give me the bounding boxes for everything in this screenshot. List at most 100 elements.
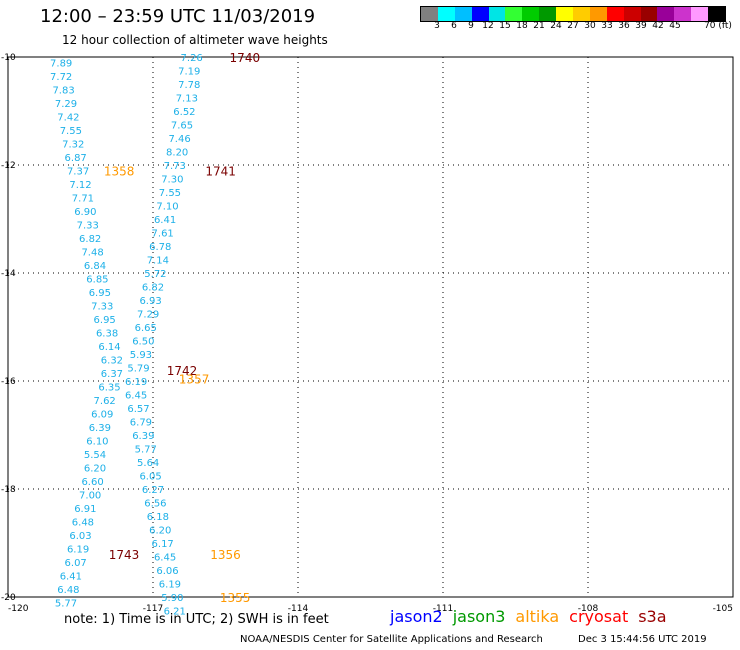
wave-height-value: 6.32 xyxy=(101,355,123,366)
lat-tick-label: -10 xyxy=(1,53,16,63)
color-swatch xyxy=(488,7,506,21)
wave-height-value: 6.18 xyxy=(147,512,169,523)
color-scale-bar xyxy=(420,6,727,22)
wave-height-value: 6.95 xyxy=(94,315,116,326)
pass-time-label: 1358 xyxy=(104,164,135,178)
wave-height-value: 5.54 xyxy=(84,450,106,461)
lat-tick-label: -12 xyxy=(1,161,16,171)
lon-tick-label: -117 xyxy=(143,604,163,614)
wave-height-value: 7.46 xyxy=(168,134,190,145)
wave-height-value: 6.17 xyxy=(152,539,174,550)
color-scale-label: 15 xyxy=(499,21,511,31)
color-scale-label: 12 xyxy=(482,21,494,31)
color-scale-label: 30 xyxy=(584,21,596,31)
pass-time-label: 1356 xyxy=(210,548,241,562)
color-swatch xyxy=(421,7,438,21)
wave-height-value: 6.09 xyxy=(91,409,113,420)
wave-height-value: 6.91 xyxy=(74,504,96,515)
wave-height-value: 8.20 xyxy=(166,148,188,159)
wave-height-value: 6.19 xyxy=(67,544,89,555)
wave-height-value: 7.26 xyxy=(181,53,203,64)
color-scale-label: 6 xyxy=(451,21,457,31)
pass-time-label: 1741 xyxy=(205,164,236,178)
wave-height-value: 6.79 xyxy=(130,418,152,429)
wave-height-value: 7.73 xyxy=(164,161,186,172)
altimeter-tracks: 7.89 7.72 7.83 7.29 7.42 7.55 7.32 6.87 7.37 7.12… xyxy=(50,53,203,618)
wave-height-value: 7.29 xyxy=(137,310,159,321)
wave-height-value: 7.00 xyxy=(79,490,101,501)
wave-height-value: 6.87 xyxy=(65,153,87,164)
color-scale-label: 3 xyxy=(434,21,440,31)
map-subtitle: 12 hour collection of altimeter wave hei… xyxy=(62,33,328,47)
pass-time-label: 1742 xyxy=(167,364,198,378)
wave-height-value: 7.14 xyxy=(147,256,169,267)
wave-height-value: 7.72 xyxy=(50,72,72,83)
legend-altika: altika xyxy=(515,607,560,626)
wave-height-value: 5.93 xyxy=(130,350,152,361)
color-scale-labels: 3 6 9 12 15 18 21 24 27 30 33 36 39 42 45 70 (ft) xyxy=(420,21,740,35)
wave-height-value: 7.42 xyxy=(57,112,79,123)
color-scale-label: 39 xyxy=(635,21,647,31)
wave-height-value: 6.52 xyxy=(173,107,195,118)
legend-jason2: jason2 xyxy=(390,607,443,626)
wave-height-value: 5.64 xyxy=(137,458,159,469)
color-swatch xyxy=(539,7,557,21)
wave-height-value: 6.05 xyxy=(139,472,161,483)
wave-height-value: 7.13 xyxy=(176,94,198,105)
color-scale-label: 9 xyxy=(468,21,474,31)
wave-height-value: 6.07 xyxy=(65,558,87,569)
wave-height-value: 6.48 xyxy=(72,517,94,528)
generation-timestamp: Dec 3 15:44:56 UTC 2019 xyxy=(578,634,707,645)
wave-height-value: 6.50 xyxy=(132,337,154,348)
wave-height-value: 7.29 xyxy=(55,99,77,110)
legend-jason3: jason3 xyxy=(452,607,506,626)
wave-height-value: 7.19 xyxy=(178,67,200,78)
satellite-legend: jason2 jason3 altika cryosat s3a xyxy=(390,607,677,626)
wave-height-value: 6.20 xyxy=(84,463,106,474)
wave-height-value: 7.55 xyxy=(159,188,181,199)
color-scale-label: 42 xyxy=(652,21,664,31)
lon-tick-label: -105 xyxy=(713,604,733,614)
color-swatch xyxy=(606,7,624,21)
wave-height-value: 6.82 xyxy=(79,234,101,245)
wave-height-value: 7.33 xyxy=(91,301,113,312)
wave-height-value: 7.89 xyxy=(50,58,72,69)
wave-height-value: 6.38 xyxy=(96,328,118,339)
map-title: 12:00 – 23:59 UTC 11/03/2019 xyxy=(40,6,316,27)
wave-height-value: 6.35 xyxy=(98,382,120,393)
map-grid xyxy=(7,56,734,598)
color-scale-label: 21 xyxy=(533,21,545,31)
color-scale-label: 27 xyxy=(567,21,579,31)
wave-height-value: 6.39 xyxy=(132,431,154,442)
wave-height-value: 6.95 xyxy=(89,288,111,299)
color-swatch xyxy=(454,7,472,21)
wave-height-value: 5.90 xyxy=(161,593,183,604)
pass-time-label: 1743 xyxy=(109,548,140,562)
color-scale-label: 18 xyxy=(516,21,528,31)
wave-height-value: 7.30 xyxy=(161,175,183,186)
footer-note: note: 1) Time is in UTC; 2) SWH is in fe… xyxy=(64,612,329,627)
wave-height-value: 5.77 xyxy=(55,598,77,609)
wave-height-value: 7.71 xyxy=(72,193,94,204)
wave-height-value: 6.19 xyxy=(125,377,147,388)
color-swatch xyxy=(640,7,658,21)
pass-time-label: 1355 xyxy=(220,591,251,605)
wave-height-value: 6.45 xyxy=(125,391,147,402)
pass-time-label: 1357 xyxy=(179,372,210,386)
wave-height-value: 6.60 xyxy=(81,477,103,488)
wave-height-value: 6.48 xyxy=(57,585,79,596)
wave-height-value: 6.57 xyxy=(127,404,149,415)
lat-tick-label: -14 xyxy=(1,269,16,279)
pass-time-label: 1740 xyxy=(230,51,261,65)
lat-tick-label: -16 xyxy=(1,377,16,387)
lat-tick-label: -20 xyxy=(1,593,16,603)
lon-tick-label: -120 xyxy=(8,604,29,614)
color-scale-label: 24 xyxy=(550,21,562,31)
color-swatch xyxy=(623,7,641,21)
wave-height-value: 7.78 xyxy=(178,80,200,91)
wave-height-value: 7.10 xyxy=(156,202,178,213)
color-scale-label: 70 (ft) xyxy=(704,21,732,31)
lon-tick-label: -111 xyxy=(433,604,453,614)
wave-height-value: 6.85 xyxy=(86,274,108,285)
wave-height-value: 6.39 xyxy=(89,423,111,434)
